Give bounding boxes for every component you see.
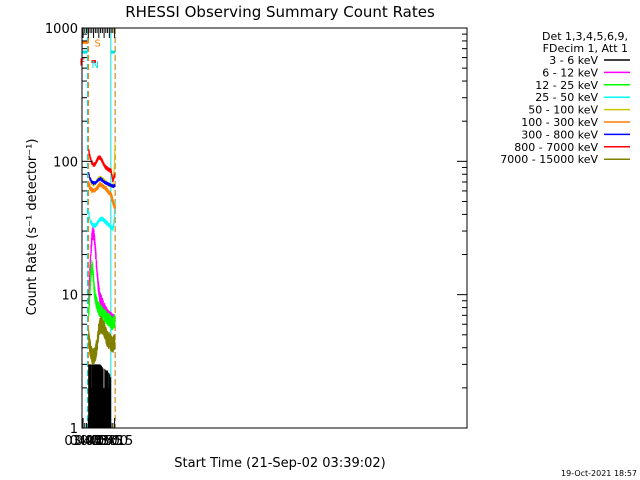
legend-entry: 6 - 12 keV — [542, 66, 598, 79]
x-tick-label: 04:45 — [85, 434, 122, 449]
legend-entry: 300 - 800 keV — [521, 128, 598, 141]
y-tick-label: 100 — [53, 155, 78, 170]
legend-entry: 12 - 25 keV — [535, 79, 598, 92]
legend-title: FDecim 1, Att 1 — [543, 42, 628, 55]
x-tick-label: 04:15 — [75, 434, 112, 449]
chart-title: RHESSI Observing Summary Count Rates — [125, 3, 435, 21]
plot-area: SNF — [79, 28, 116, 428]
series-line-0 — [88, 364, 112, 428]
legend-entry: 100 - 300 keV — [521, 116, 598, 129]
flag-label-1: N — [92, 60, 99, 71]
series-line-6 — [88, 172, 116, 189]
y-tick-label: 10 — [61, 289, 78, 304]
y-axis-label: Count Rate (s⁻¹ detector⁻¹) — [25, 139, 40, 316]
series-line-5 — [87, 180, 116, 209]
legend-entry: 800 - 7000 keV — [514, 141, 598, 154]
x-tick-label: 05:00 — [91, 434, 128, 449]
plot-frame — [81, 27, 468, 429]
legend-entry: 50 - 100 keV — [528, 104, 598, 117]
legend-entry: 3 - 6 keV — [549, 54, 598, 67]
y-tick-label: 1 — [70, 422, 78, 437]
series-line-2 — [88, 260, 116, 331]
legend-entry: 25 - 50 keV — [535, 91, 598, 104]
series-line-7 — [88, 149, 116, 183]
legend-entry: 7000 - 15000 keV — [500, 153, 598, 166]
axes: 1 10 100 1000 03:4504:0004:1504:3004:4505:00… — [45, 22, 468, 449]
timestamp: 19-Oct-2021 18:57 — [561, 469, 637, 478]
flag-label-0: S — [94, 38, 100, 49]
x-axis-label: Start Time (21-Sep-02 03:39:02) — [174, 456, 385, 471]
series-line-8 — [88, 315, 116, 365]
x-tick-label: 04:30 — [80, 434, 117, 449]
x-tick-label: 05:15 — [96, 434, 133, 449]
x-tick-label: 04:00 — [70, 434, 107, 449]
y-tick-label: 1000 — [45, 22, 78, 37]
legend: Det 1,3,4,5,6,9,FDecim 1, Att 13 - 6 keV… — [500, 30, 630, 166]
legend-title: Det 1,3,4,5,6,9, — [542, 30, 628, 43]
x-tick-label: 03:45 — [64, 434, 101, 449]
series-line-3 — [88, 201, 116, 232]
